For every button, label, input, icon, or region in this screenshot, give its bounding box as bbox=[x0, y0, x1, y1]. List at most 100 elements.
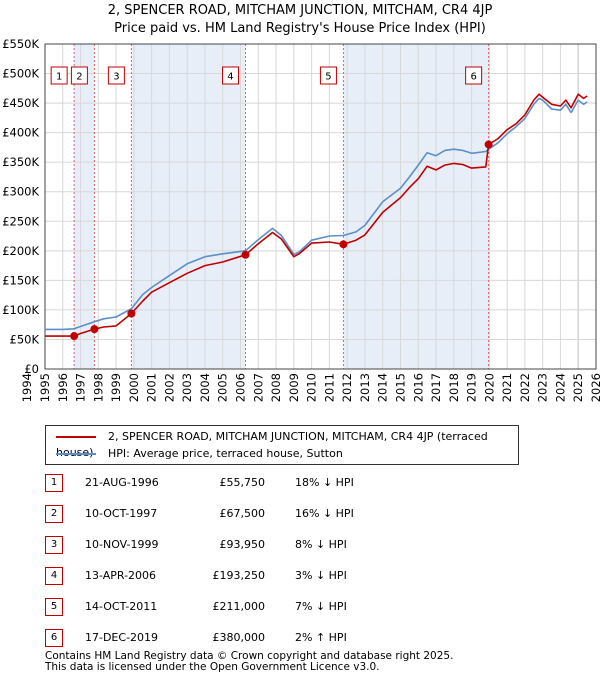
row-date: 10-OCT-1997 bbox=[85, 507, 158, 520]
x-tick-label: 1999 bbox=[109, 373, 123, 402]
row-hpi-diff: 2% ↑ HPI bbox=[295, 631, 347, 644]
x-tick-label: 2019 bbox=[465, 373, 479, 402]
x-tick-label: 2024 bbox=[553, 373, 567, 402]
x-tick-label: 2023 bbox=[536, 373, 550, 402]
y-tick-label: £550K bbox=[2, 37, 39, 51]
transaction-label-box bbox=[319, 66, 337, 85]
table-row: 4 13-APR-2006 £193,250 3% ↓ HPI bbox=[45, 567, 565, 587]
transaction-label: 3 bbox=[113, 72, 119, 83]
footer-attribution: Contains HM Land Registry data © Crown c… bbox=[45, 651, 453, 673]
row-date: 14-OCT-2011 bbox=[85, 600, 158, 613]
x-tick-label: 1997 bbox=[74, 373, 88, 402]
property-price-line bbox=[45, 93, 588, 337]
x-tick-label: 1996 bbox=[56, 373, 70, 402]
x-tick-label: 2002 bbox=[162, 373, 176, 402]
x-tick-label: 1994 bbox=[20, 373, 34, 402]
x-tick-label: 2000 bbox=[127, 373, 141, 402]
row-number-badge: 1 bbox=[45, 474, 63, 492]
shaded-period bbox=[74, 44, 95, 369]
row-price: £380,000 bbox=[212, 631, 266, 644]
row-hpi-diff: 16% ↓ HPI bbox=[295, 507, 354, 520]
x-tick-label: 2009 bbox=[287, 373, 301, 402]
hpi-line bbox=[45, 97, 588, 331]
title-line-1: 2, SPENCER ROAD, MITCHAM JUNCTION, MITCH… bbox=[107, 3, 493, 18]
row-number-badge: 4 bbox=[45, 567, 63, 585]
transaction-label-box bbox=[70, 66, 88, 85]
future-region bbox=[578, 44, 596, 369]
x-tick-label: 2010 bbox=[305, 373, 319, 402]
row-price: £55,750 bbox=[219, 476, 266, 489]
x-tick-label: 1995 bbox=[38, 373, 52, 402]
y-tick-label: £400K bbox=[2, 126, 39, 140]
x-tick-label: 2022 bbox=[518, 373, 532, 402]
x-tick-label: 2014 bbox=[376, 373, 390, 402]
row-price: £193,250 bbox=[212, 569, 266, 582]
transaction-point bbox=[90, 325, 99, 334]
transaction-point bbox=[241, 250, 250, 259]
title-line-2: Price paid vs. HM Land Registry's House … bbox=[114, 21, 486, 36]
x-tick-label: 2016 bbox=[411, 373, 425, 402]
chart-title: 2, SPENCER ROAD, MITCHAM JUNCTION, MITCH… bbox=[0, 2, 600, 38]
y-tick-label: £0 bbox=[24, 362, 39, 376]
y-tick-label: £100K bbox=[2, 303, 39, 317]
legend-label-property: 2, SPENCER ROAD, MITCHAM JUNCTION, MITCH… bbox=[56, 430, 488, 459]
x-tick-label: 2001 bbox=[145, 373, 159, 402]
row-date: 13-APR-2006 bbox=[85, 569, 157, 582]
row-number-badge: 5 bbox=[45, 598, 63, 616]
transaction-label: 5 bbox=[325, 72, 331, 83]
shaded-period bbox=[343, 44, 489, 369]
x-tick-label: 2005 bbox=[216, 373, 230, 402]
plot-area bbox=[44, 43, 597, 370]
transaction-label-box bbox=[107, 66, 125, 85]
transaction-point bbox=[484, 140, 493, 149]
table-row: 3 10-NOV-1999 £93,950 8% ↓ HPI bbox=[45, 536, 565, 556]
legend-swatch-hpi bbox=[56, 453, 96, 455]
row-date: 10-NOV-1999 bbox=[85, 538, 159, 551]
transaction-label: 1 bbox=[56, 72, 62, 83]
row-price: £211,000 bbox=[212, 600, 266, 613]
x-tick-label: 2018 bbox=[447, 373, 461, 402]
shaded-period bbox=[131, 44, 246, 369]
footer-line-1: Contains HM Land Registry data © Crown c… bbox=[45, 650, 454, 662]
transaction-label: 6 bbox=[470, 72, 476, 83]
legend: 2, SPENCER ROAD, MITCHAM JUNCTION, MITCH… bbox=[45, 425, 519, 465]
y-tick-label: £450K bbox=[2, 96, 39, 110]
legend-label-hpi: HPI: Average price, terraced house, Sutt… bbox=[108, 447, 343, 460]
transaction-point bbox=[339, 240, 348, 249]
price-chart: 1 2 3 4 5 6 £0 £50K £100K £150K £200K £250K £300K £3… bbox=[2, 37, 600, 402]
x-tick-label: 2026 bbox=[589, 373, 600, 402]
row-date: 17-DEC-2019 bbox=[85, 631, 159, 644]
x-tick-label: 2017 bbox=[429, 373, 443, 402]
footer-line-2: This data is licensed under the Open Gov… bbox=[45, 661, 380, 673]
row-date: 21-AUG-1996 bbox=[85, 476, 159, 489]
table-row: 6 17-DEC-2019 £380,000 2% ↑ HPI bbox=[45, 629, 565, 649]
x-tick-label: 2013 bbox=[358, 373, 372, 402]
row-number-badge: 3 bbox=[45, 536, 63, 554]
y-tick-label: £250K bbox=[2, 214, 39, 228]
x-tick-label: 2015 bbox=[393, 373, 407, 402]
table-row: 1 21-AUG-1996 £55,750 18% ↓ HPI bbox=[45, 474, 565, 494]
x-tick-label: 2007 bbox=[251, 373, 265, 402]
x-tick-label: 2012 bbox=[340, 373, 354, 402]
transaction-point bbox=[70, 332, 79, 341]
legend-swatch-property bbox=[56, 436, 96, 438]
transaction-label-box bbox=[221, 66, 239, 85]
x-tick-label: 2025 bbox=[571, 373, 585, 402]
legend-item-property: 2, SPENCER ROAD, MITCHAM JUNCTION, MITCH… bbox=[56, 429, 518, 459]
legend-item-hpi: HPI: Average price, terraced house, Sutt… bbox=[56, 446, 343, 462]
y-tick-label: £500K bbox=[2, 67, 39, 81]
x-tick-label: 2011 bbox=[322, 373, 336, 402]
y-tick-label: £300K bbox=[2, 185, 39, 199]
x-tick-label: 2006 bbox=[234, 373, 248, 402]
transaction-label: 2 bbox=[76, 72, 82, 83]
y-tick-label: £200K bbox=[2, 244, 39, 258]
x-tick-label: 2020 bbox=[482, 373, 496, 402]
y-tick-label: £350K bbox=[2, 155, 39, 169]
row-hpi-diff: 3% ↓ HPI bbox=[295, 569, 347, 582]
y-tick-label: £50K bbox=[10, 332, 40, 346]
x-tick-label: 2021 bbox=[500, 373, 514, 402]
row-price: £67,500 bbox=[219, 507, 266, 520]
row-hpi-diff: 7% ↓ HPI bbox=[295, 600, 347, 613]
x-tick-label: 2004 bbox=[198, 373, 212, 402]
plot-background bbox=[45, 44, 596, 369]
